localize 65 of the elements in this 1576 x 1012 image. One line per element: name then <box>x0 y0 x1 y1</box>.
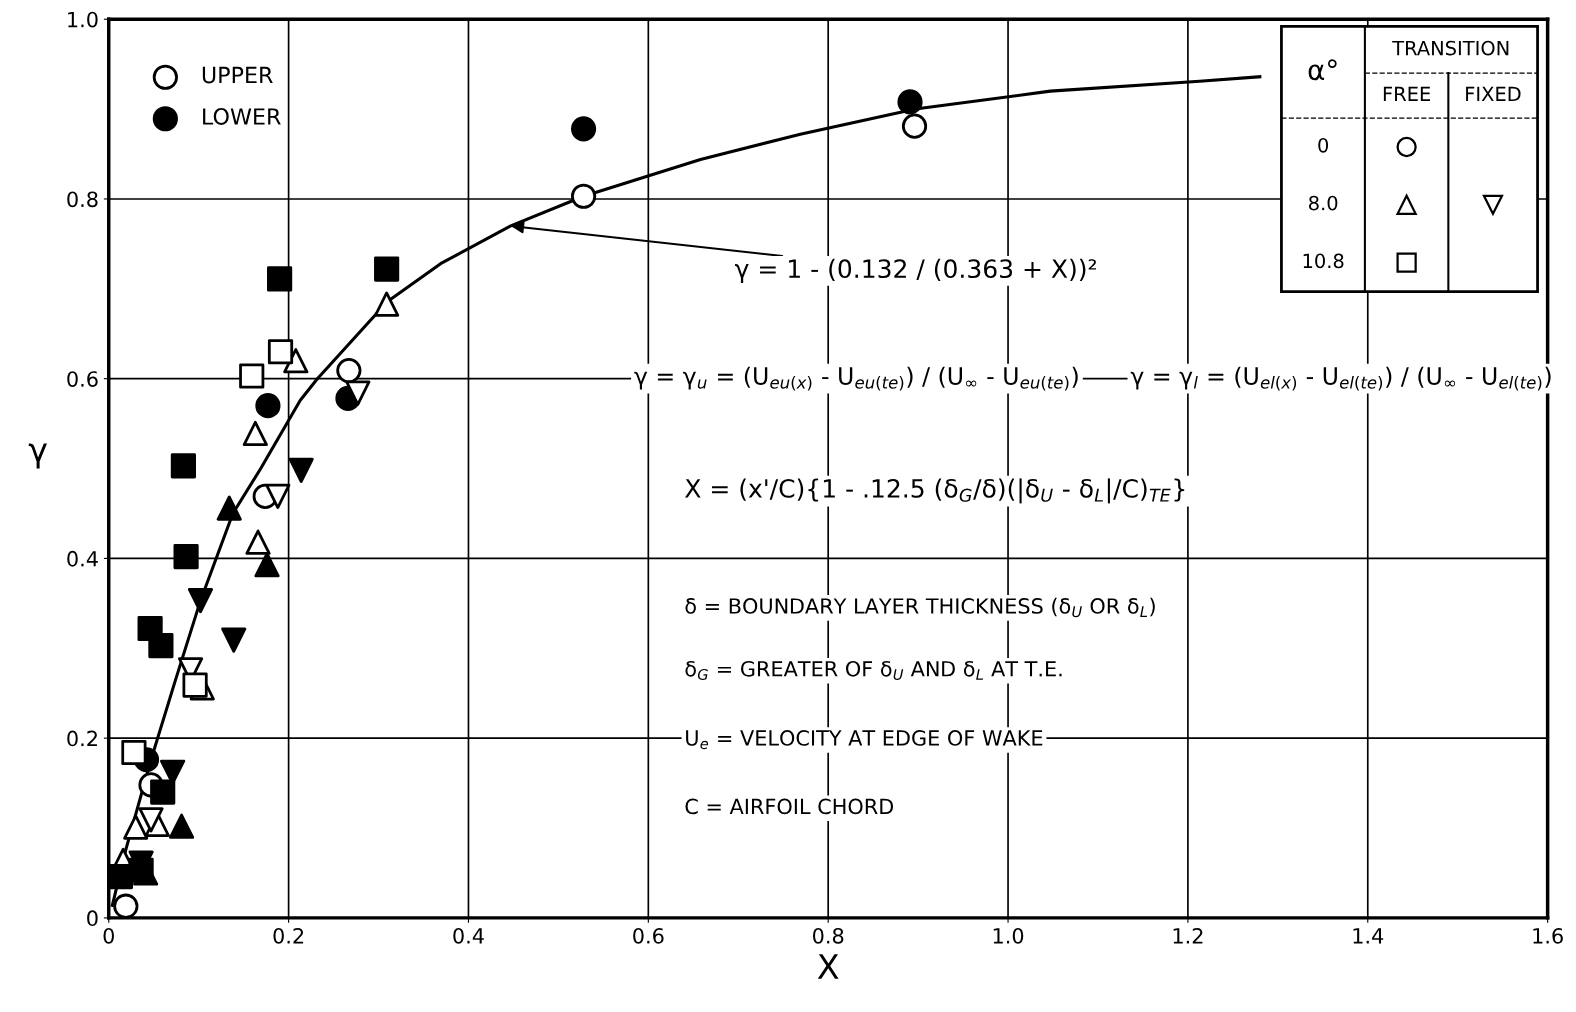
text: γ = γ$_{l}$ = (U$_{el(x)}$ - U$_{el(te)}$) / (U$_{∞}$ - U$_{el(te)}$) <box>1130 366 1551 391</box>
annotation: FIXED <box>1466 86 1521 101</box>
x-tick-label: 0.8 <box>813 927 844 944</box>
y-tick-label: 0.4 <box>67 550 98 567</box>
y-tick-label: 0.8 <box>67 191 98 208</box>
annotation: α° <box>1308 59 1337 81</box>
point <box>170 453 196 479</box>
x-axis-title: X <box>817 954 839 979</box>
y-axis-title: γ <box>28 443 47 469</box>
legend-label: LOWER <box>203 108 281 125</box>
x-tick-label: 1.2 <box>1173 927 1203 944</box>
point <box>169 813 195 839</box>
annotation: 10.8 <box>1303 253 1344 269</box>
point <box>148 633 174 659</box>
point <box>267 266 293 292</box>
annotation: U$_{e}$ = VELOCITY AT EDGE OF WAKE <box>686 730 1043 750</box>
point <box>288 457 314 483</box>
point <box>255 393 281 419</box>
x-tick-label: 0.6 <box>633 927 664 944</box>
y-tick-label: 0.2 <box>67 730 97 747</box>
point <box>187 588 214 614</box>
point <box>570 183 597 209</box>
point <box>336 358 362 384</box>
annotation: δ = BOUNDARY LAYER THICKNESS (δ$_{U}$ OR δ$_{L}$) <box>685 597 1155 618</box>
point <box>113 893 139 918</box>
annotation: FREE <box>1383 86 1431 101</box>
point <box>123 814 149 840</box>
point <box>374 256 400 282</box>
x-tick-label: 1.4 <box>1353 928 1384 944</box>
x-tick-label: 1.6 <box>1533 927 1563 944</box>
x-tick-label: 1.0 <box>993 927 1024 944</box>
x-tick-label: 0 <box>103 927 114 944</box>
annotation: TRANSITION <box>1392 40 1509 56</box>
x-tick-label: 0.2 <box>273 927 304 944</box>
point <box>121 739 147 766</box>
annotation: 8.0 <box>1309 195 1338 211</box>
point <box>245 529 271 555</box>
point <box>265 483 291 509</box>
y-tick-label: 0.6 <box>67 371 98 387</box>
point <box>901 113 928 139</box>
point <box>173 544 199 570</box>
point <box>267 339 294 365</box>
point <box>138 807 164 833</box>
point <box>254 552 280 578</box>
annotation: C = AIRFOIL CHORD <box>685 798 894 815</box>
point <box>239 363 265 389</box>
annotation: γ = 1 - (0.132 / (0.363 + X))² <box>735 258 1096 283</box>
point <box>182 672 208 698</box>
point <box>242 420 268 447</box>
point <box>897 89 923 115</box>
point <box>128 857 154 883</box>
text: γ = γ$_{u}$ = (U$_{eu(x)}$ - U$_{eu(te)}$) / (U$_{∞}$ - U$_{eu(te)}$) <box>634 366 1078 391</box>
point <box>216 495 242 521</box>
annotation: δ$_{G}$ = GREATER OF δ$_{U}$ AND δ$_{L}$ AT T.E. <box>685 660 1062 680</box>
point <box>374 291 400 317</box>
point <box>150 779 176 805</box>
point <box>345 380 371 406</box>
x-tick-label: 0.4 <box>453 927 484 944</box>
legend-label: UPPER <box>202 66 273 84</box>
annotation: 0 <box>1318 137 1329 153</box>
y-tick-label: 0 <box>87 910 98 927</box>
text: X = (x'/C){1 - .12.5 (δ$_{G}$/δ)(|δ$_{U}$ - δ$_{L}$|/C)$_{TE}$} <box>685 478 1185 504</box>
point <box>221 627 247 653</box>
y-tick-label: 1.0 <box>68 11 98 28</box>
point <box>570 116 597 142</box>
